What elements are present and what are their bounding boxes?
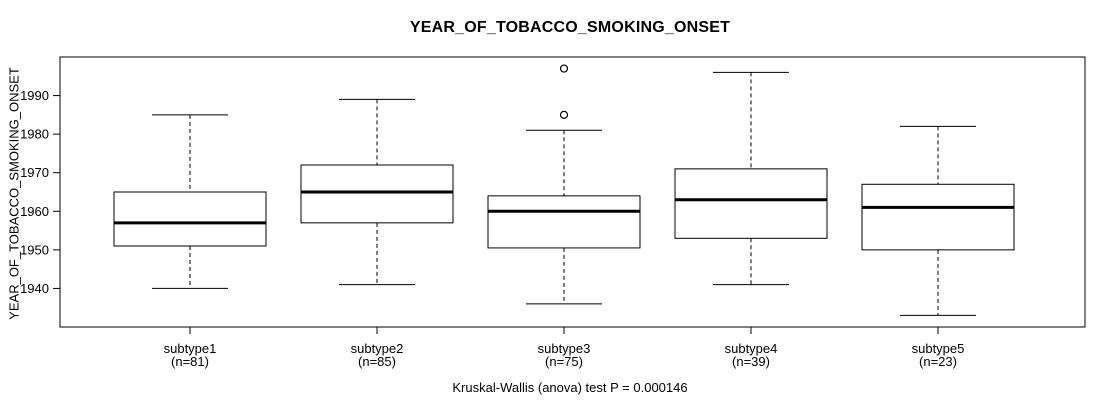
y-axis-tick-label: 1970 bbox=[20, 165, 49, 180]
x-category-n-label: (n=75) bbox=[545, 354, 583, 369]
y-axis-tick-label: 1950 bbox=[20, 242, 49, 257]
iqr-box-subtype3 bbox=[487, 195, 641, 249]
x-category-label: subtype4 bbox=[725, 341, 778, 356]
x-category-n-label: (n=85) bbox=[358, 354, 396, 369]
x-category-n-label: (n=39) bbox=[732, 354, 770, 369]
x-category-n-label: (n=81) bbox=[171, 354, 209, 369]
y-axis-tick-label: 1960 bbox=[20, 204, 49, 219]
iqr-box-subtype5 bbox=[861, 183, 1015, 251]
plot-frame bbox=[59, 56, 1086, 328]
x-category-label: subtype5 bbox=[912, 341, 965, 356]
stat-annotation: Kruskal-Wallis (anova) test P = 0.000146 bbox=[452, 380, 688, 395]
outlier-point bbox=[559, 110, 569, 119]
y-axis-tick-label: 1940 bbox=[20, 281, 49, 296]
x-category-n-label: (n=23) bbox=[919, 354, 957, 369]
iqr-box-subtype2 bbox=[300, 164, 454, 224]
outlier-point bbox=[559, 64, 569, 73]
y-axis-tick-label: 1990 bbox=[20, 88, 49, 103]
x-category-label: subtype2 bbox=[351, 341, 404, 356]
iqr-box-subtype4 bbox=[674, 168, 828, 239]
x-category-label: subtype1 bbox=[164, 341, 217, 356]
y-axis-tick-label: 1980 bbox=[20, 127, 49, 142]
iqr-box-subtype1 bbox=[113, 191, 267, 247]
chart-title: YEAR_OF_TOBACCO_SMOKING_ONSET bbox=[409, 19, 731, 36]
x-category-label: subtype3 bbox=[538, 341, 591, 356]
